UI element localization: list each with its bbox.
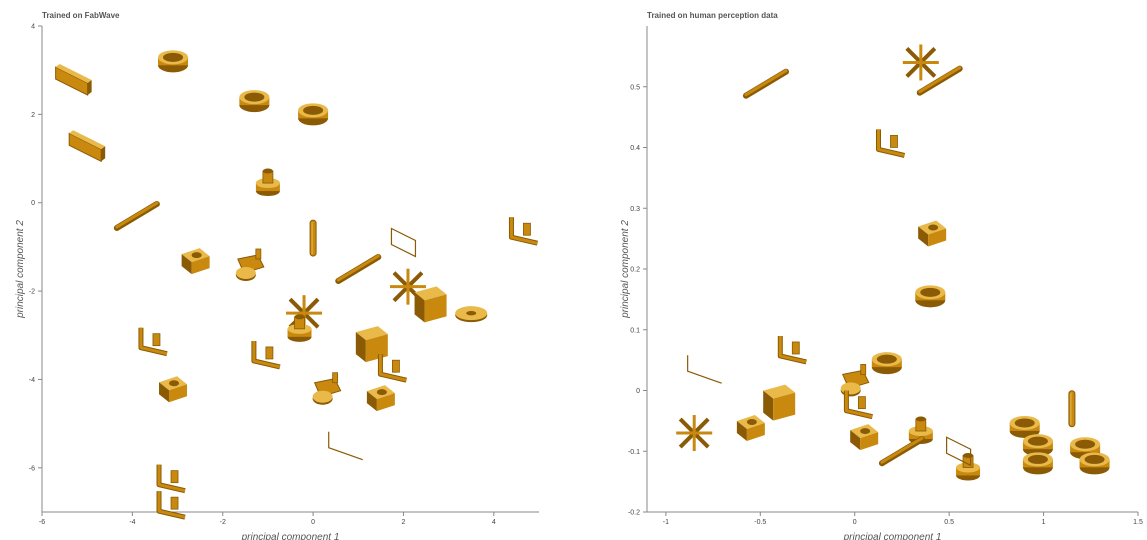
part-glyph-cross: [676, 415, 712, 451]
part-glyph-ring: [1023, 452, 1053, 474]
y-tick-label: 0.2: [630, 267, 640, 274]
x-tick-label: -6: [39, 519, 45, 526]
part-glyph-box: [763, 385, 795, 421]
part-glyph-ring: [239, 90, 269, 112]
part-glyph-frame: [391, 228, 415, 256]
y-axis-label: principal component 2: [620, 220, 631, 319]
x-axis-label: principal component 1: [843, 532, 942, 540]
y-tick-label: -4: [29, 377, 35, 384]
part-glyph-plate: [69, 130, 105, 161]
part-glyph-bracket: [511, 217, 537, 243]
part-glyph-block: [850, 424, 878, 450]
y-tick-label: 0.4: [630, 145, 640, 152]
y-tick-label: 2: [31, 112, 35, 119]
y-tick-label: -0.1: [628, 449, 640, 456]
right-chart: -1 -0.5 0 0.5 1 1.5 0.5 0.4 0.3 0.2 0.1 0 -0.1 -0.2 pr…: [598, 0, 1147, 540]
part-glyph-disc: [455, 306, 487, 322]
part-glyph-flange: [256, 169, 280, 197]
part-glyph-bracket: [141, 328, 167, 354]
part-glyph-shaft: [1069, 391, 1075, 427]
part-glyph-shaft: [310, 220, 316, 256]
part-glyph-clamp: [236, 249, 264, 281]
x-tick-label: 1.5: [1133, 519, 1143, 526]
part-glyph-box: [356, 326, 388, 362]
part-glyph-bracket: [159, 465, 185, 491]
part-glyph-ring: [158, 50, 188, 72]
x-tick-label: 0: [853, 519, 857, 526]
part-glyph-block: [367, 385, 395, 411]
part-glyph-flange: [956, 453, 980, 481]
y-tick-label: 0: [31, 200, 35, 207]
part-glyph-block: [182, 248, 210, 274]
part-glyph-block: [737, 415, 765, 441]
part-glyph-rod: [746, 71, 786, 96]
y-tick-label: 4: [31, 24, 35, 31]
part-glyph-ring: [872, 352, 902, 374]
x-tick-label: 4: [492, 519, 496, 526]
part-glyph-rod: [920, 68, 960, 93]
y-tick-label: 0: [636, 388, 640, 395]
part-glyph-rod: [338, 256, 378, 281]
part-glyph-cross: [903, 44, 939, 80]
part-glyph-clamp: [313, 373, 341, 405]
x-tick-label: 0: [311, 519, 315, 526]
part-glyph-bracket: [780, 336, 806, 362]
y-tick-label: -0.2: [628, 510, 640, 517]
part-glyph-bracket: [879, 129, 905, 155]
y-tick-label: 0.1: [630, 327, 640, 334]
x-axis-label: principal component 1: [241, 532, 340, 540]
y-tick-label: -2: [29, 289, 35, 296]
part-glyph-wire: [688, 355, 722, 383]
part-glyph-rod: [117, 203, 157, 228]
right-panel: Trained on human perception data -1 -0.5 0…: [598, 0, 1147, 540]
part-glyph-block: [159, 376, 187, 402]
part-glyph-wire: [329, 432, 363, 460]
x-tick-label: -1: [663, 519, 669, 526]
part-glyph-ring: [1080, 452, 1110, 474]
y-tick-label: -6: [29, 465, 35, 472]
part-glyph-plate: [56, 64, 92, 95]
left-chart: -6 -4 -2 0 2 4 4 2 0 -2 -4 -6 principal component 1 p…: [0, 0, 545, 540]
x-tick-label: 2: [402, 519, 406, 526]
part-glyph-ring: [915, 285, 945, 307]
part-glyph-bracket: [254, 341, 280, 367]
x-tick-label: -4: [129, 519, 135, 526]
part-glyph-block: [918, 221, 946, 247]
part-glyph-rod: [882, 438, 922, 463]
x-tick-label: 0.5: [944, 519, 954, 526]
part-glyph-ring: [298, 103, 328, 125]
left-panel: Trained on FabWave -6 -4 -2 0 2 4 4 2 0 -2 -4 -6 pri…: [0, 0, 545, 540]
x-tick-label: -0.5: [754, 519, 766, 526]
x-tick-label: 1: [1042, 519, 1046, 526]
part-glyph-bracket: [159, 491, 185, 517]
y-tick-label: 0.3: [630, 206, 640, 213]
y-tick-label: 0.5: [630, 84, 640, 91]
x-tick-label: -2: [220, 519, 226, 526]
y-axis-label: principal component 2: [15, 220, 26, 319]
part-glyph-box: [415, 286, 447, 322]
part-glyph-bracket: [380, 354, 406, 380]
